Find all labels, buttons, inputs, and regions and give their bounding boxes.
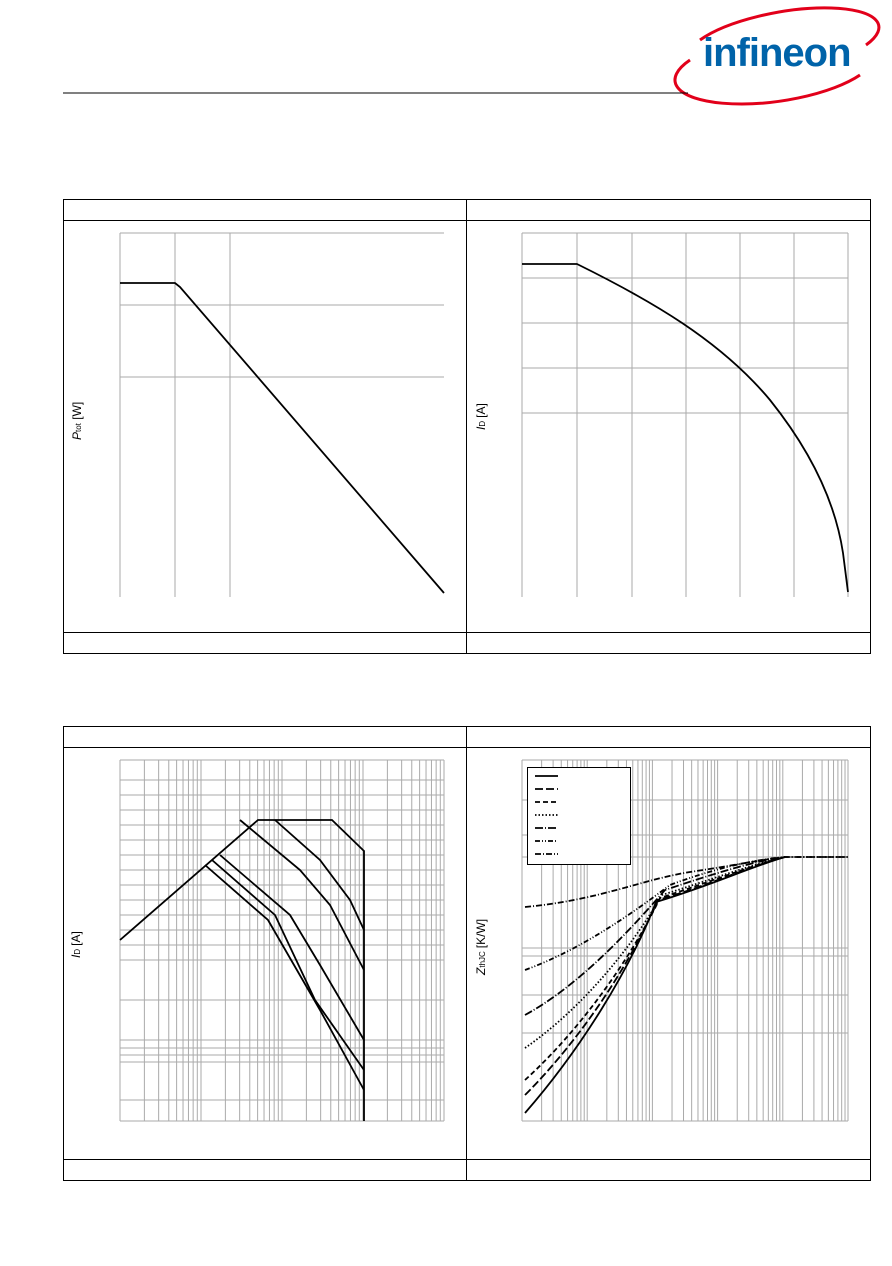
y-axis-label: ZthJC [K/W] bbox=[474, 919, 488, 976]
y-axis-label: Ptot [W] bbox=[70, 402, 84, 440]
logo-swoosh bbox=[673, 58, 861, 106]
soa-curves bbox=[119, 819, 365, 1121]
unit: [W] bbox=[70, 402, 84, 423]
symbol: I bbox=[474, 426, 488, 430]
curve bbox=[119, 819, 365, 1121]
curve bbox=[211, 859, 365, 1071]
curve bbox=[239, 819, 365, 971]
subscript: D bbox=[73, 949, 82, 955]
curve bbox=[522, 263, 849, 593]
y-axis-label: ID [A] bbox=[474, 403, 488, 430]
figure-box bbox=[63, 726, 871, 1181]
subscript: thJC bbox=[478, 951, 487, 968]
symbol: P bbox=[70, 432, 84, 440]
unit: [K/W] bbox=[474, 919, 488, 948]
curve bbox=[524, 856, 786, 1096]
unit: [A] bbox=[69, 931, 83, 946]
figure-box bbox=[63, 199, 871, 654]
curve bbox=[120, 282, 445, 594]
grids bbox=[119, 232, 849, 1122]
curve bbox=[274, 819, 365, 931]
curve bbox=[524, 856, 786, 1081]
legend bbox=[527, 767, 631, 865]
subscript: D bbox=[478, 421, 487, 427]
curve bbox=[524, 856, 786, 1016]
unit: [A] bbox=[474, 403, 488, 418]
zth-curves bbox=[524, 856, 848, 1114]
symbol: Z bbox=[474, 967, 488, 976]
subscript: tot bbox=[74, 422, 83, 432]
logo: infineon bbox=[703, 31, 851, 75]
symbol: I bbox=[69, 954, 83, 958]
y-axis-label: ID [A] bbox=[69, 931, 83, 958]
legend-box bbox=[527, 767, 631, 865]
curve bbox=[204, 864, 365, 1091]
curve bbox=[524, 856, 786, 1114]
curve bbox=[219, 854, 365, 1041]
logo-swoosh bbox=[699, 6, 881, 47]
curve bbox=[524, 856, 848, 971]
